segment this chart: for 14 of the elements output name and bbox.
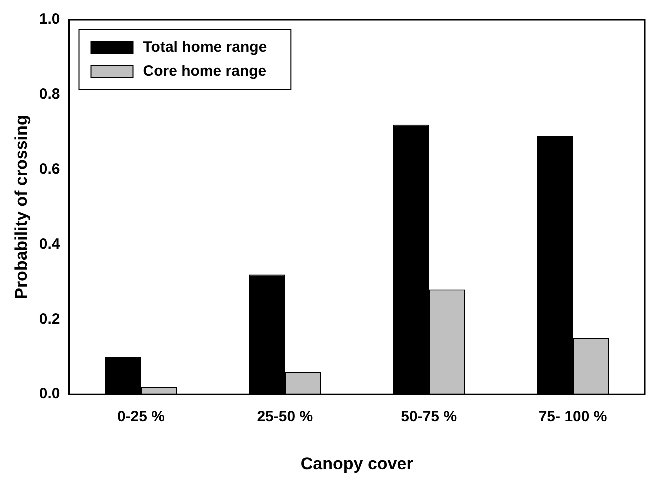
x-axis-title: Canopy cover [300,454,414,474]
y-axis-title: Probability of crossing [12,115,31,300]
y-tick-label: 0.6 [39,160,60,178]
y-tick-label: 0.4 [39,236,61,253]
y-tick-label: 1.0 [39,11,60,28]
y-tick-label: 0.0 [39,386,60,403]
x-tick-label: 0-25 % [117,408,165,426]
legend-label: Total home range [143,39,268,56]
y-tick-label: 0.2 [39,310,60,328]
legend-label: Core home range [143,63,267,80]
x-tick-label: 75- 100 % [538,408,608,426]
x-tick-label: 50-75 % [401,408,458,426]
x-tick-label: 25-50 % [257,408,314,426]
y-tick-label: 0.8 [39,86,60,104]
